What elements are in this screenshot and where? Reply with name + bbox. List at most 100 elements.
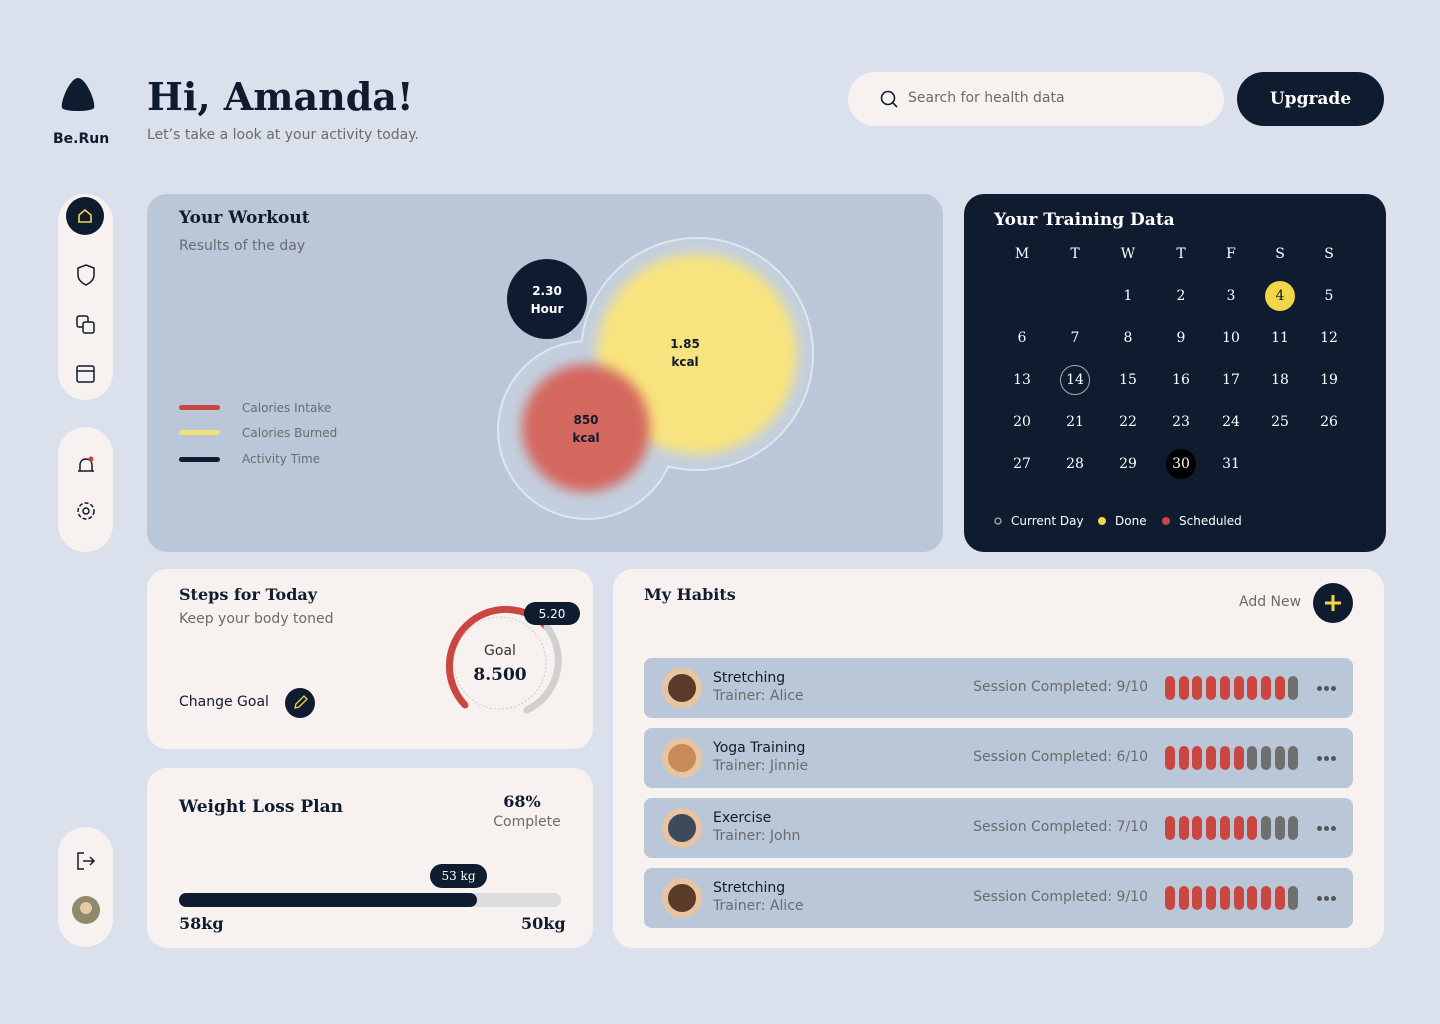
- nav-logout[interactable]: [76, 851, 96, 871]
- session-pill: [1178, 676, 1189, 700]
- add-new-button[interactable]: [1313, 583, 1353, 623]
- more-dot[interactable]: [1331, 686, 1336, 691]
- more-dot[interactable]: [1317, 826, 1322, 831]
- habit-row[interactable]: Stretching Trainer: Alice Session Complete…: [644, 868, 1353, 928]
- calendar-day[interactable]: 24: [1222, 414, 1240, 430]
- calendar-day[interactable]: 6: [1017, 330, 1027, 346]
- session-pill: [1233, 746, 1244, 770]
- calendar-day[interactable]: 17: [1222, 372, 1240, 388]
- habit-row[interactable]: Yoga Training Trainer: Jinnie Session Comp…: [644, 728, 1353, 788]
- calendar-day[interactable]: 1: [1123, 288, 1133, 304]
- nav-home[interactable]: [66, 197, 104, 235]
- session-pill: [1206, 886, 1217, 910]
- session-pill: [1206, 816, 1217, 840]
- calendar-day[interactable]: 28: [1066, 456, 1084, 472]
- legend-label: Done: [1115, 514, 1147, 528]
- gauge-goal: 8.500: [473, 665, 527, 685]
- calendar-day[interactable]: 2: [1176, 288, 1186, 304]
- card-title: Your Workout: [179, 208, 310, 228]
- calendar-day[interactable]: 21: [1066, 414, 1084, 430]
- search-box[interactable]: Search for health data: [848, 72, 1224, 126]
- calendar-day[interactable]: 9: [1176, 330, 1186, 346]
- more-dot[interactable]: [1331, 756, 1336, 761]
- profile-avatar[interactable]: [72, 896, 100, 924]
- weight-percent-label: Complete: [493, 814, 561, 830]
- calendar-day[interactable]: 5: [1324, 288, 1334, 304]
- more-dot[interactable]: [1324, 756, 1329, 761]
- calendar-day[interactable]: 16: [1172, 372, 1190, 388]
- upgrade-button[interactable]: Upgrade: [1237, 72, 1384, 126]
- legend-label: Calories Intake: [242, 401, 332, 415]
- weight-end: 50kg: [521, 914, 566, 933]
- legend-label: Scheduled: [1179, 514, 1242, 528]
- habit-name: Yoga Training: [713, 740, 806, 756]
- calendar-day[interactable]: 20: [1013, 414, 1031, 430]
- more-dot[interactable]: [1317, 896, 1322, 901]
- add-new-label: Add New: [1239, 594, 1302, 610]
- calendar-day[interactable]: 22: [1119, 414, 1137, 430]
- card-subtitle: Results of the day: [179, 238, 306, 254]
- more-dot[interactable]: [1317, 756, 1322, 761]
- session-pill: [1219, 676, 1230, 700]
- calendar-day[interactable]: 7: [1070, 330, 1080, 346]
- nav-copy[interactable]: [76, 315, 96, 335]
- calendar-day[interactable]: 18: [1271, 372, 1289, 388]
- calendar-day[interactable]: 30: [1166, 449, 1196, 479]
- calendar-day[interactable]: 12: [1320, 330, 1338, 346]
- session-pill: [1260, 886, 1271, 910]
- calendar-day[interactable]: 19: [1320, 372, 1338, 388]
- habit-trainer: Trainer: Alice: [713, 898, 804, 914]
- calendar-day[interactable]: 27: [1013, 456, 1031, 472]
- calendar-day[interactable]: 31: [1222, 456, 1240, 472]
- session-pill: [1260, 816, 1271, 840]
- session-pill: [1219, 886, 1230, 910]
- habit-row[interactable]: Exercise Trainer: John Session Completed: …: [644, 798, 1353, 858]
- calendar-day[interactable]: 14: [1060, 365, 1090, 395]
- nav-bell[interactable]: [76, 456, 96, 476]
- calendar-day[interactable]: 23: [1172, 414, 1190, 430]
- session-pill: [1274, 746, 1285, 770]
- calendar-day[interactable]: 8: [1123, 330, 1133, 346]
- session-pill: [1274, 886, 1285, 910]
- more-dot[interactable]: [1317, 686, 1322, 691]
- calendar-day[interactable]: 11: [1271, 330, 1289, 346]
- calendar-day[interactable]: 10: [1222, 330, 1240, 346]
- habit-session: Session Completed: 7/10: [973, 819, 1148, 835]
- calendar-day[interactable]: 15: [1119, 372, 1137, 388]
- weekday: T: [1176, 246, 1186, 262]
- session-pill: [1219, 816, 1230, 840]
- brand: Be.Run: [53, 131, 110, 147]
- calendar-day[interactable]: 13: [1013, 372, 1031, 388]
- session-pill: [1206, 676, 1217, 700]
- calendar-day[interactable]: 4: [1265, 281, 1295, 311]
- habit-row[interactable]: Stretching Trainer: Alice Session Complete…: [644, 658, 1353, 718]
- calendar-day[interactable]: 25: [1271, 414, 1289, 430]
- more-dot[interactable]: [1324, 826, 1329, 831]
- session-pill: [1178, 816, 1189, 840]
- more-dot[interactable]: [1324, 686, 1329, 691]
- session-pill: [1192, 676, 1203, 700]
- weight-percent: 68%: [503, 792, 541, 811]
- bubble-unit: kcal: [572, 431, 600, 445]
- bubble-chart: [497, 237, 814, 520]
- legend-label: Activity Time: [242, 452, 321, 466]
- more-dot[interactable]: [1324, 896, 1329, 901]
- activity-bubble: 2.30 Hour: [507, 282, 587, 318]
- legend-swatch: [179, 405, 220, 410]
- calendar-day[interactable]: 26: [1320, 414, 1338, 430]
- habit-session: Session Completed: 9/10: [973, 889, 1148, 905]
- session-pill: [1192, 816, 1203, 840]
- calendar-day[interactable]: 3: [1226, 288, 1236, 304]
- calendar-day[interactable]: 29: [1119, 456, 1137, 472]
- habit-session: Session Completed: 9/10: [973, 679, 1148, 695]
- nav-settings[interactable]: [76, 501, 96, 521]
- session-pill: [1247, 886, 1258, 910]
- workout-card: Your Workout Results of the day Calories…: [147, 194, 943, 552]
- more-dot[interactable]: [1331, 896, 1336, 901]
- nav-calendar[interactable]: [76, 363, 96, 383]
- change-goal-button[interactable]: [285, 688, 315, 718]
- more-dot[interactable]: [1331, 826, 1336, 831]
- nav-main: [58, 194, 113, 400]
- nav-shield[interactable]: [76, 264, 96, 286]
